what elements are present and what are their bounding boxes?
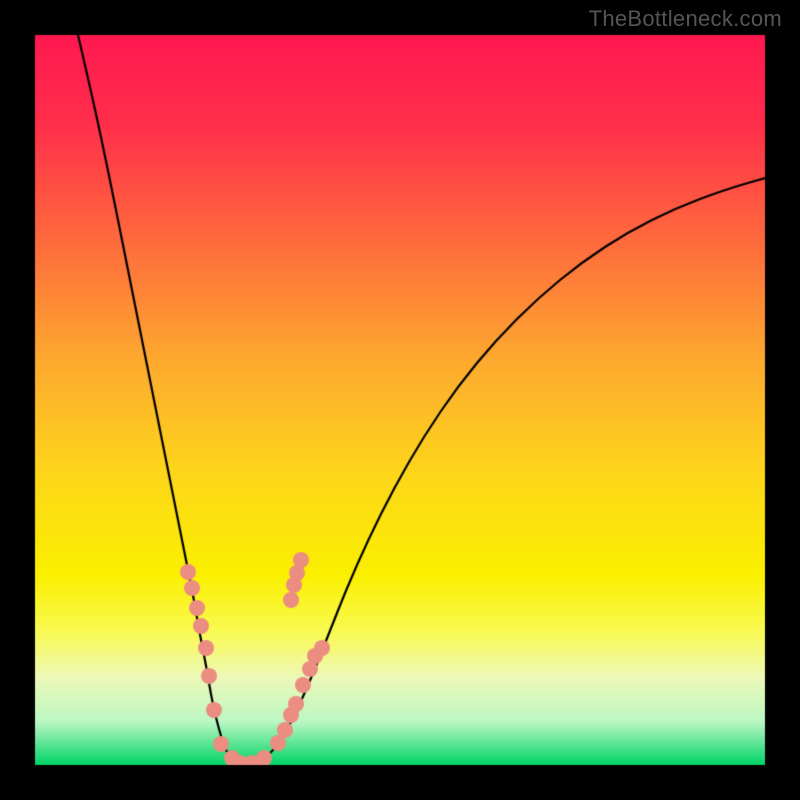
- bottleneck-curve-chart: [0, 0, 800, 800]
- watermark-label: TheBottleneck.com: [589, 6, 782, 32]
- chart-stage: TheBottleneck.com: [0, 0, 800, 800]
